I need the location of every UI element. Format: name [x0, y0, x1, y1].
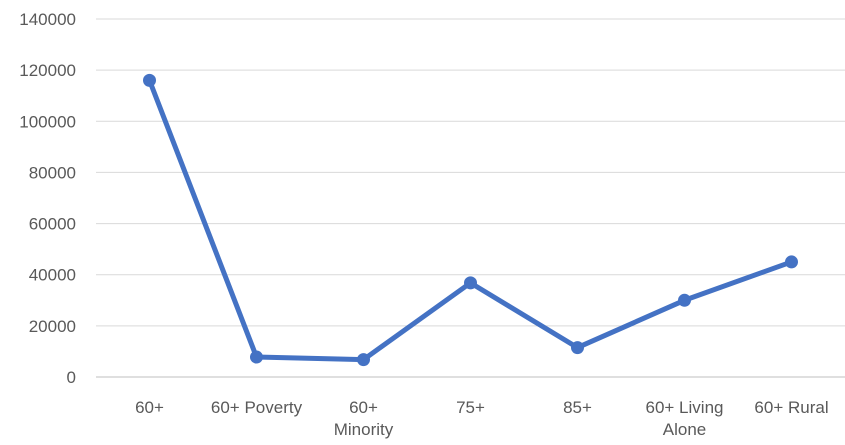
series-line — [147, 77, 794, 363]
data-point — [571, 341, 584, 355]
data-point — [250, 350, 263, 364]
y-tick-label: 140000 — [19, 10, 76, 29]
data-point — [357, 353, 370, 367]
x-tick-label: 60+ — [135, 398, 164, 417]
y-tick-label: 20000 — [29, 317, 76, 336]
y-tick-label: 60000 — [29, 215, 76, 234]
y-tick-label: 0 — [67, 368, 76, 387]
x-axis-tick-labels: 60+ 60+ Poverty 60+ Minority 75+ 85+ 60+ Livin… — [135, 398, 829, 439]
y-axis-tick-labels: 0 20000 40000 60000 80000 100000 120000 140000 — [19, 10, 76, 387]
x-tick-label: 60+ Poverty — [211, 398, 303, 417]
gridlines — [96, 18, 845, 378]
y-tick-label: 40000 — [29, 266, 76, 285]
y-tick-label: 80000 — [29, 163, 76, 182]
data-point — [143, 73, 156, 87]
x-tick-label: 85+ — [563, 398, 592, 417]
x-tick-label: 60+ Minority — [334, 398, 394, 439]
data-point — [464, 276, 477, 290]
x-tick-label: 75+ — [456, 398, 485, 417]
series-group — [143, 73, 798, 367]
y-tick-label: 100000 — [19, 112, 76, 131]
x-tick-label: 60+ Living Alone — [646, 398, 724, 439]
y-tick-label: 120000 — [19, 61, 76, 80]
data-point — [785, 255, 798, 269]
data-point — [678, 293, 691, 307]
x-tick-label: 60+ Rural — [754, 398, 828, 417]
